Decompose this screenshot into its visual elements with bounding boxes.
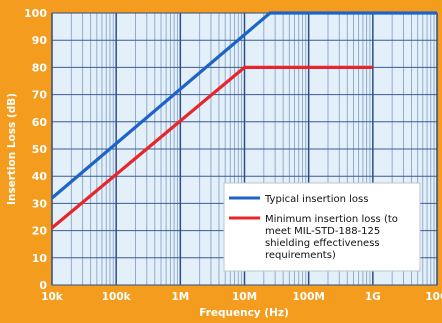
y-tick-label: 100 — [24, 7, 47, 20]
x-tick-label: 100k — [102, 291, 132, 303]
y-tick-label: 20 — [32, 225, 48, 238]
legend-label-2: meet MIL-STD-188-125 — [265, 226, 380, 237]
y-tick-label: 0 — [39, 279, 47, 292]
legend-items: Typical insertion loss Minimum insertion … — [229, 194, 398, 261]
x-tick-labels: 10k 100k 1M 10M 100M 1G 10G — [41, 291, 442, 303]
y-tick-label: 90 — [32, 34, 48, 47]
legend-label-2: requirements) — [265, 250, 336, 261]
major-gridlines — [51, 12, 438, 286]
x-tick-label: 10G — [425, 291, 442, 303]
y-tick-label: 80 — [32, 61, 48, 74]
series-line-1 — [50, 11, 437, 200]
legend-label-1: Typical insertion loss — [264, 194, 368, 205]
y-tick-label: 40 — [32, 170, 48, 183]
x-axis-title: Frequency (Hz) — [199, 307, 289, 319]
series-line-2 — [50, 65, 373, 230]
y-tick-label: 60 — [32, 116, 48, 129]
x-tick-label: 10M — [232, 291, 257, 303]
legend-label-2: shielding effectiveness — [265, 238, 380, 249]
x-tick-label: 100M — [292, 291, 324, 303]
y-tick-label: 50 — [32, 143, 48, 156]
x-tick-label: 1M — [171, 291, 189, 303]
y-tick-label: 70 — [32, 89, 48, 102]
series-lines — [50, 11, 437, 230]
legend-label-2: Minimum insertion loss (to — [265, 214, 398, 225]
x-tick-label: 1G — [365, 291, 381, 303]
x-tick-label: 10k — [41, 291, 64, 303]
y-tick-label: 30 — [32, 197, 48, 210]
legend: Typical insertion loss Minimum insertion … — [223, 182, 421, 272]
y-axis-title: Insertion Loss (dB) — [6, 93, 18, 205]
y-tick-labels: 0 10 20 30 40 50 60 70 80 90 100 — [24, 7, 47, 292]
plot-border — [51, 12, 438, 286]
y-tick-label: 10 — [32, 252, 48, 265]
